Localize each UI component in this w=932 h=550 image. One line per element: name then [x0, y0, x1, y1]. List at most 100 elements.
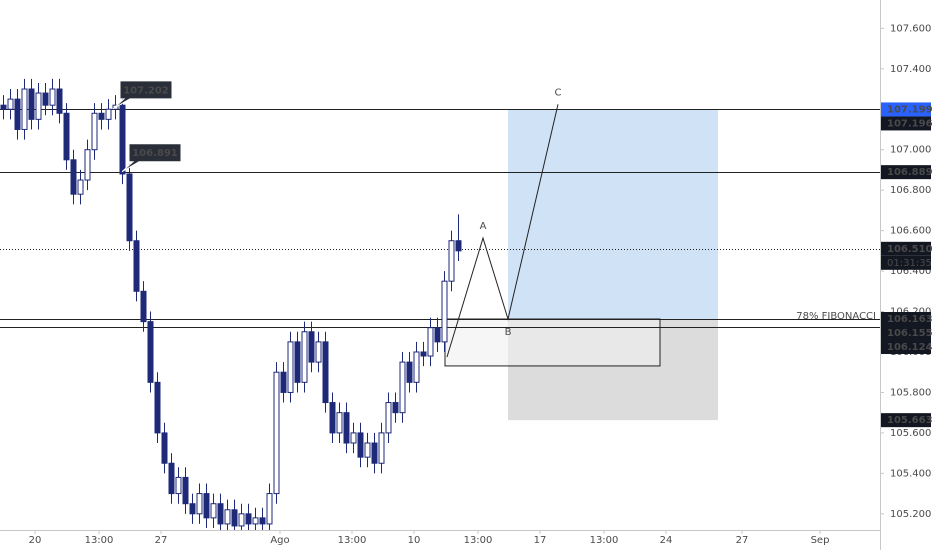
candle-body [21, 88, 28, 130]
candle-body [154, 381, 161, 434]
candle-body [399, 361, 406, 414]
candle-body [448, 240, 455, 282]
candle-body [140, 290, 147, 323]
candle-body [364, 442, 371, 458]
y-tick-label: 106.400 [890, 266, 931, 277]
candle-body [357, 432, 364, 458]
candle-body [301, 331, 308, 383]
price-tag-label: 106.124 [887, 342, 932, 353]
candle-body [105, 108, 112, 120]
y-tick-label: 105.400 [890, 468, 931, 479]
candle-body [0, 104, 7, 110]
price-tag [881, 312, 931, 327]
price-tag [881, 326, 931, 341]
candle-body [322, 341, 329, 404]
x-tick-label: Ago [270, 535, 289, 546]
countdown-tag [881, 255, 931, 270]
x-tick-label: 10 [408, 535, 421, 546]
candle-body [224, 509, 231, 525]
price-tag [881, 413, 931, 428]
price-tag [881, 241, 931, 256]
candle-body [133, 240, 140, 292]
plot-area: 78% FIBONACCI A B C 107.202 106.891 [0, 78, 880, 530]
candle-body [294, 341, 301, 383]
candle-body [161, 432, 168, 464]
candle-body [182, 476, 189, 505]
candle-body [455, 240, 462, 252]
candle-body [385, 402, 392, 434]
candle-body [203, 493, 210, 519]
candle-body [28, 88, 35, 120]
axes: 105.200105.400105.600105.800106.000106.2… [29, 23, 932, 546]
range-box [444, 318, 661, 367]
price-tag-label: 106.889 [887, 167, 932, 178]
callout-box [112, 80, 173, 110]
candle-body [63, 112, 70, 161]
candle-body [91, 112, 98, 151]
price-tag [881, 116, 931, 131]
candle-body [413, 351, 420, 383]
abc-label: C [555, 87, 562, 98]
y-tick-label: 107.000 [890, 145, 931, 156]
candle-body [378, 432, 385, 464]
candle-body [259, 517, 266, 525]
candle-body [371, 442, 378, 464]
fib-label: 78% FIBONACCI [796, 311, 876, 322]
x-tick-label: 20 [29, 535, 42, 546]
price-tag [881, 102, 931, 117]
candle-body [343, 412, 350, 444]
candle-body [175, 476, 182, 495]
abc-label: A [480, 221, 487, 232]
x-tick-label: 24 [660, 535, 673, 546]
candle-body [238, 513, 245, 527]
candle-body [336, 412, 343, 434]
x-tick-label: Sep [811, 535, 830, 546]
candle-body [406, 361, 413, 383]
candle-body [42, 92, 49, 106]
candle-body [56, 88, 63, 114]
candle-body [147, 321, 154, 383]
candle-body [196, 493, 203, 515]
y-tick-label: 105.600 [890, 428, 931, 439]
x-tick-label: 27 [155, 535, 168, 546]
candle-body [70, 159, 77, 195]
price-tag-label: 105.663 [887, 415, 932, 426]
candle-body [266, 493, 273, 525]
price-tag [881, 165, 931, 180]
candle-body [49, 88, 56, 106]
x-tick-label: 13:00 [338, 535, 367, 546]
candle-body [252, 517, 259, 525]
candle-body [77, 179, 84, 195]
candle-body [210, 503, 217, 519]
x-tick-label: 27 [736, 535, 749, 546]
y-tick-label: 106.800 [890, 185, 931, 196]
candle-body [84, 149, 91, 181]
candle-body [350, 432, 357, 444]
target-zone [508, 109, 718, 320]
price-tag-label: 106.163 [887, 314, 932, 325]
candle-body [441, 280, 448, 343]
callout-label: 107.202 [123, 85, 169, 96]
candle-body [168, 462, 175, 495]
y-tick-label: 105.200 [890, 509, 931, 520]
callout-label: 106.891 [132, 148, 178, 159]
y-tick-label: 105.800 [890, 387, 931, 398]
y-tick-label: 107.600 [890, 23, 931, 34]
x-tick-label: 13:00 [590, 535, 619, 546]
candle-body [119, 104, 126, 175]
candle-body [273, 371, 280, 495]
price-tag [881, 340, 931, 355]
candle-body [217, 503, 224, 525]
candle-body [392, 402, 399, 414]
candle-body [329, 402, 336, 434]
candle-body [231, 509, 238, 527]
candle-body [315, 341, 322, 363]
candle-body [427, 327, 434, 357]
y-tick-label: 107.400 [890, 64, 931, 75]
countdown-label: 01:31:35 [887, 258, 932, 269]
price-tag-label: 106.510 [887, 244, 932, 255]
candle-body [14, 98, 21, 130]
candle-body [98, 112, 105, 120]
candle-body [35, 92, 42, 120]
